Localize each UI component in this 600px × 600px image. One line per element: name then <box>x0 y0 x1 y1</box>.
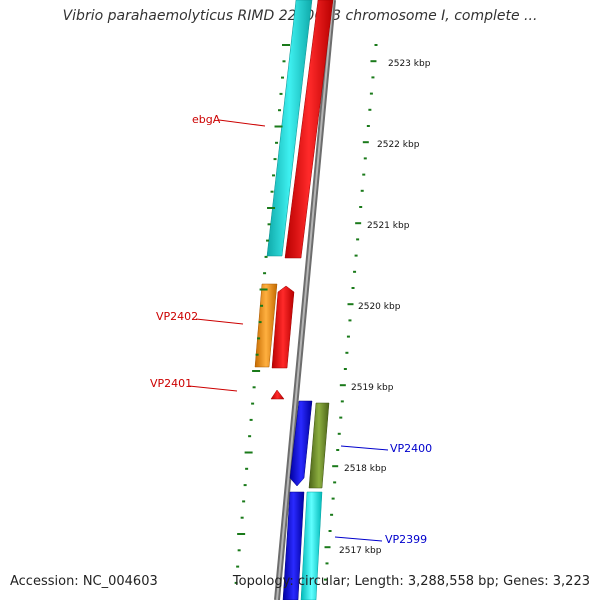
left-tick-column <box>234 44 290 584</box>
genome-summary-text: Topology: circular; Length: 3,288,558 bp… <box>232 574 590 589</box>
gene-bar-blue-vp2400[interactable] <box>289 400 313 487</box>
gene-bar-cyan-upper[interactable] <box>266 0 313 257</box>
scale-label-2519: 2519 kbp <box>351 383 394 393</box>
scale-label-2518: 2518 kbp <box>344 464 387 474</box>
gene-label-vp2400[interactable]: VP2400 <box>390 442 432 455</box>
gene-bar-red-vp2402[interactable] <box>271 285 295 369</box>
gene-bar-olive-vp2400[interactable] <box>308 402 330 489</box>
scale-label-2521: 2521 kbp <box>367 221 410 231</box>
gene-label-vp2401[interactable]: VP2401 <box>150 377 192 390</box>
scale-label-2520: 2520 kbp <box>358 302 401 312</box>
accession-text: Accession: NC_004603 <box>10 574 158 589</box>
scale-label-2523: 2523 kbp <box>388 59 431 69</box>
gene-label-vp2402[interactable]: VP2402 <box>156 310 198 323</box>
gene-bar-cyan-vp2399[interactable] <box>300 491 323 600</box>
gene-label-vp2399[interactable]: VP2399 <box>385 533 427 546</box>
leader-vp2402 <box>195 318 244 325</box>
gene-label-ebga[interactable]: ebgA <box>192 113 221 126</box>
leader-vp2401 <box>188 385 238 392</box>
scale-label-2522: 2522 kbp <box>377 140 420 150</box>
leader-vp2400 <box>340 445 389 451</box>
gene-bar-blue-vp2399[interactable] <box>282 491 305 600</box>
leader-ebga <box>218 119 266 127</box>
leader-vp2399 <box>334 536 383 542</box>
gene-arrow-vp2401[interactable] <box>270 389 285 400</box>
scale-label-2517: 2517 kbp <box>339 546 382 556</box>
backbone <box>274 0 336 600</box>
right-tick-column <box>323 44 378 581</box>
gene-bar-red-upper[interactable] <box>284 0 334 259</box>
